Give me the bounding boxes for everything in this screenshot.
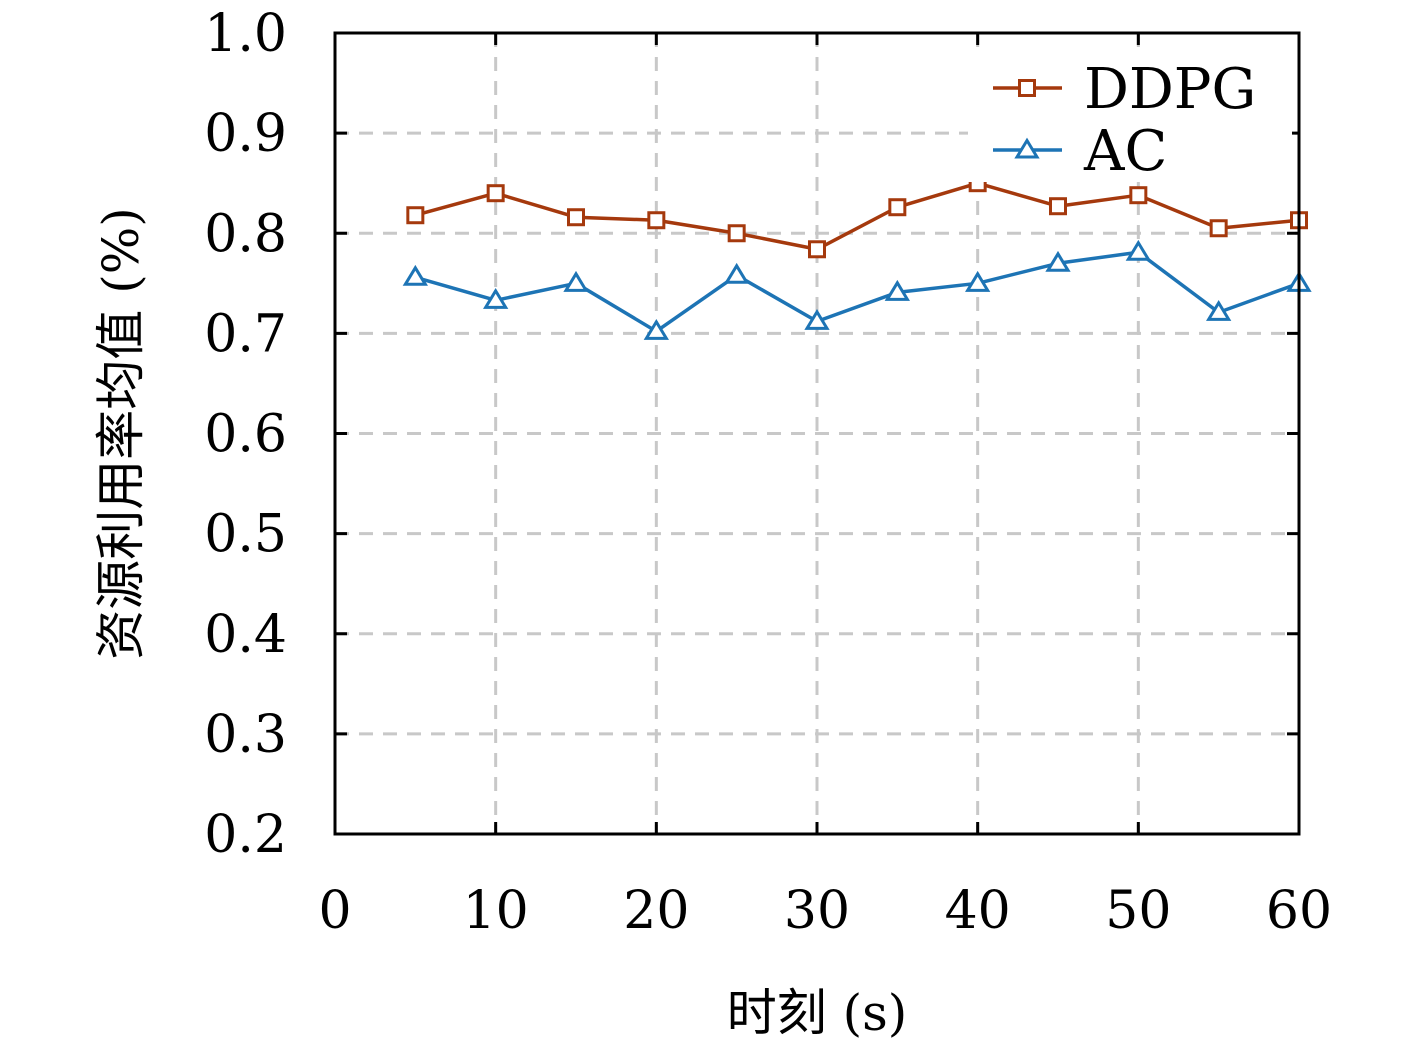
y-tick-label-5: 0.7 (204, 304, 287, 364)
y-tick-label-4: 0.6 (204, 405, 287, 465)
series-line-ddpg (414, 181, 1300, 252)
series-ddpg (406, 174, 1308, 259)
legend-label-ac: AC (1083, 119, 1167, 184)
legend-item-ddpg: DDPG (993, 57, 1256, 122)
x-tick-label-0: 0 (318, 881, 351, 941)
legend-background (968, 52, 1292, 182)
data-point-ac-3 (643, 318, 669, 340)
legend-item-ac: AC (993, 119, 1167, 184)
x-axis-label: 时刻 (s) (727, 984, 908, 1042)
data-point-ddpg-10 (1209, 219, 1228, 238)
x-tick-label-3: 30 (784, 881, 850, 941)
data-point-ddpg-0 (406, 206, 425, 225)
data-point-ac-2 (563, 270, 589, 292)
series-group (402, 174, 1312, 340)
data-point-ac-9 (1125, 239, 1151, 261)
data-point-ddpg-1 (486, 184, 505, 203)
data-point-ac-0 (402, 264, 428, 286)
y-tick-label-8: 1.0 (204, 4, 287, 64)
y-tick-label-3: 0.5 (204, 505, 287, 565)
data-point-ddpg-3 (647, 211, 666, 230)
data-point-ddpg-9 (1129, 186, 1148, 205)
data-point-ac-5 (804, 308, 830, 330)
data-point-ddpg-2 (567, 208, 585, 227)
data-point-ac-8 (1045, 250, 1071, 272)
y-tick-label-7: 0.9 (204, 104, 287, 164)
legend-label-ddpg: DDPG (1084, 57, 1256, 122)
data-point-ac-1 (483, 287, 509, 309)
x-tick-label-4: 40 (945, 881, 1011, 941)
y-tick-label-6: 0.8 (204, 204, 287, 264)
y-tick-label-0: 0.2 (204, 805, 287, 865)
data-point-ac-7 (965, 270, 991, 292)
y-tick-label-1: 0.3 (204, 705, 287, 765)
y-axis-label: 资源利用率均值 (%) (92, 207, 150, 659)
series-line-ac (414, 250, 1300, 334)
series-ac (402, 239, 1312, 340)
legend-marker-ac (1014, 137, 1040, 159)
legend-marker-ddpg (1018, 79, 1036, 97)
x-tick-labels: 0 10 20 30 40 50 60 (318, 881, 1332, 941)
x-tick-label-2: 20 (623, 881, 689, 941)
axis-ticks (333, 31, 1301, 836)
data-point-ddpg-5 (808, 240, 826, 259)
data-point-ddpg-6 (888, 198, 907, 217)
data-point-ac-4 (724, 262, 750, 284)
x-tick-label-1: 10 (463, 881, 529, 941)
data-point-ac-6 (884, 279, 910, 301)
data-point-ac-10 (1206, 299, 1232, 321)
x-tick-label-6: 60 (1266, 881, 1332, 941)
y-tick-label-2: 0.4 (204, 605, 287, 665)
data-point-ddpg-4 (727, 224, 746, 243)
x-tick-label-5: 50 (1105, 881, 1171, 941)
y-tick-labels: 0.2 0.3 0.4 0.5 0.6 0.7 0.8 0.9 1.0 (204, 4, 287, 865)
data-point-ddpg-8 (1049, 197, 1067, 216)
